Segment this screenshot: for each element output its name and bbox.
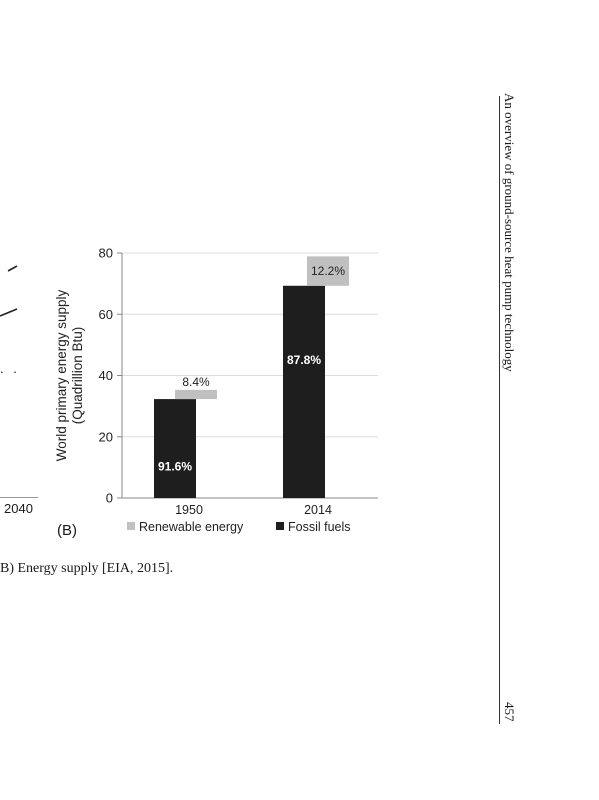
bar-fossil-1950 [154,399,196,498]
page-number: 457 [502,702,517,722]
y-axis-title: World primary energy supply (Quadrillion … [54,289,85,461]
bar-renewable-2014 [307,256,349,286]
figure-caption: B) Energy supply [EIA, 2015]. [0,561,174,576]
panel-a-x-tick: 2040 [4,501,33,516]
y-tick-label-60: 60 [99,307,113,322]
y-axis-title-line-2: (Quadrillion Btu) [70,327,85,425]
x-tick-label-2014: 2014 [304,503,332,517]
legend-swatch-fossil [276,522,284,530]
x-tick-label-1950: 1950 [175,503,203,517]
legend-swatch-renewable [127,522,135,530]
panel-a-line-lower [0,308,18,317]
legend-label-fossil: Fossil fuels [288,520,351,534]
bar-renewable-1950 [175,389,217,400]
running-head: An overview of ground-source heat pump t… [502,93,517,372]
y-axis-title-line-1: World primary energy supply [54,289,69,461]
y-tick-label-0: 0 [106,491,113,506]
panel-label: (B) [57,522,77,539]
y-tick-label-80: 80 [99,246,113,261]
data-label-fossil-2014: 87.8% [287,353,321,367]
legend-label-renewable: Renewable energy [139,520,244,534]
y-tick-label-20: 20 [99,429,113,444]
data-label-renewable-1950: 8.4% [182,375,210,389]
data-label-renewable-2014: 12.2% [311,264,345,278]
panel-a-dots: . . [0,361,20,376]
margin-rule [499,96,500,724]
panel-a-line-upper [7,265,18,272]
bar-fossil-2014 [283,285,325,498]
y-tick-label-40: 40 [99,368,113,383]
data-label-fossil-1950: 91.6% [158,460,192,474]
